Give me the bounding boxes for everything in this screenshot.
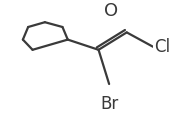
Text: Cl: Cl	[154, 38, 170, 56]
Text: O: O	[104, 2, 118, 20]
Text: Br: Br	[100, 95, 118, 113]
